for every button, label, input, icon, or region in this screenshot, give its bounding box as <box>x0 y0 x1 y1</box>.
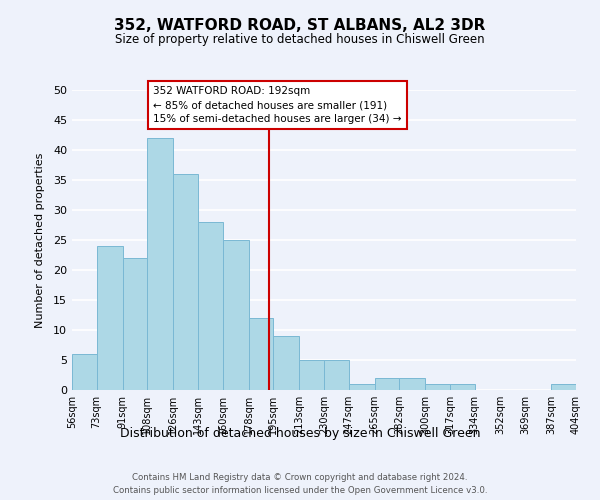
Bar <box>223 240 248 390</box>
Text: Contains public sector information licensed under the Open Government Licence v3: Contains public sector information licen… <box>113 486 487 495</box>
Bar <box>148 138 173 390</box>
Text: 352 WATFORD ROAD: 192sqm
← 85% of detached houses are smaller (191)
15% of semi-: 352 WATFORD ROAD: 192sqm ← 85% of detach… <box>153 86 401 124</box>
Text: Distribution of detached houses by size in Chiswell Green: Distribution of detached houses by size … <box>120 428 480 440</box>
Bar <box>97 246 122 390</box>
Bar <box>349 384 374 390</box>
Bar <box>248 318 274 390</box>
Bar <box>72 354 97 390</box>
Bar <box>173 174 198 390</box>
Text: Contains HM Land Registry data © Crown copyright and database right 2024.: Contains HM Land Registry data © Crown c… <box>132 472 468 482</box>
Bar <box>274 336 299 390</box>
Bar <box>450 384 475 390</box>
Bar <box>551 384 576 390</box>
Y-axis label: Number of detached properties: Number of detached properties <box>35 152 44 328</box>
Bar <box>324 360 349 390</box>
Bar <box>198 222 223 390</box>
Bar <box>122 258 148 390</box>
Bar <box>299 360 324 390</box>
Bar <box>400 378 425 390</box>
Bar <box>374 378 400 390</box>
Text: 352, WATFORD ROAD, ST ALBANS, AL2 3DR: 352, WATFORD ROAD, ST ALBANS, AL2 3DR <box>115 18 485 32</box>
Text: Size of property relative to detached houses in Chiswell Green: Size of property relative to detached ho… <box>115 32 485 46</box>
Bar <box>425 384 450 390</box>
